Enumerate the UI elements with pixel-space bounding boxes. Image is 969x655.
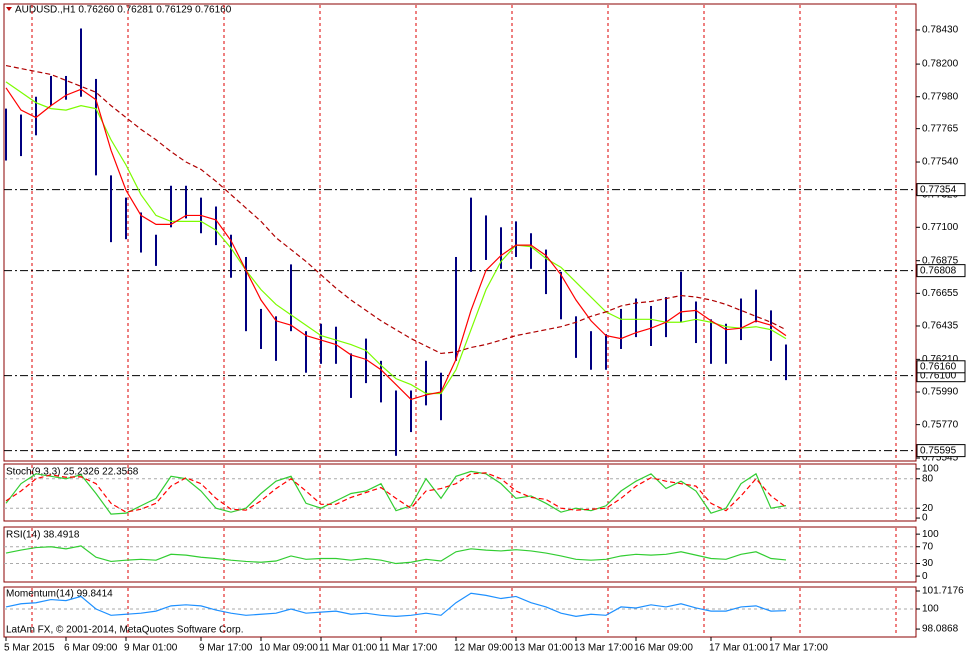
- last-price-box: [916, 360, 966, 374]
- last-price-label: 0.76160: [920, 361, 957, 372]
- x-tick-label: 10 Mar 09:00: [259, 643, 318, 654]
- series-line: [5, 545, 787, 565]
- x-tick-label: 17 Mar 17:00: [769, 643, 828, 654]
- x-tick-label: 11 Mar 17:00: [379, 643, 438, 654]
- y-tick-label: 0.76655: [922, 288, 959, 299]
- series-line: [5, 64, 787, 355]
- series-line: [5, 472, 787, 513]
- level-box: [916, 264, 966, 278]
- y-tick-label: 0.76210: [922, 354, 959, 365]
- y-tick-label: 0.75770: [922, 419, 959, 430]
- y-tick-label: 70: [922, 541, 934, 552]
- momentum-panel: [3, 586, 917, 638]
- x-tick-label: 9 Mar 17:00: [199, 643, 253, 654]
- stoch-panel: [3, 463, 917, 522]
- y-tick-label: 30: [922, 558, 934, 569]
- y-tick-label: 0: [922, 571, 928, 582]
- y-tick-label: 0.78430: [922, 25, 959, 36]
- y-tick-label: 100: [922, 464, 939, 475]
- y-tick-label: 0.77540: [922, 157, 959, 168]
- level-label: 0.76100: [920, 370, 957, 381]
- x-tick-label: 5 Mar 2015: [4, 643, 55, 654]
- y-tick-label: 101.7176: [922, 586, 964, 597]
- level-box: [916, 183, 966, 197]
- y-tick-label: 0: [922, 513, 928, 524]
- y-tick-label: 0.77100: [922, 222, 959, 233]
- chart-title: AUDUSD.,H1 0.76260 0.76281 0.76129 0.761…: [15, 5, 232, 16]
- y-tick-label: 0.76435: [922, 321, 959, 332]
- y-tick-label: 0.77980: [922, 91, 959, 102]
- rsi-panel: [3, 526, 917, 583]
- level-label: 0.76808: [920, 265, 957, 276]
- y-tick-label: 20: [922, 503, 934, 514]
- y-tick-label: 80: [922, 473, 934, 484]
- momentum-title: Momentum(14) 99.8414: [6, 589, 113, 600]
- rsi-title: RSI(14) 38.4918: [6, 530, 80, 541]
- copyright: LatAm FX, © 2001-2014, MetaQuotes Softwa…: [6, 625, 244, 636]
- y-tick-label: 0.75545: [922, 453, 959, 464]
- series-line: [5, 592, 787, 617]
- x-tick-label: 17 Mar 01:00: [709, 643, 768, 654]
- level-label: 0.77354: [920, 184, 957, 195]
- x-tick-label: 13 Mar 01:00: [514, 643, 573, 654]
- stoch-title: Stoch(9,3,3) 25.2326 22.3568: [6, 467, 139, 478]
- y-tick-label: 100: [922, 604, 939, 615]
- x-tick-label: 12 Mar 09:00: [454, 643, 513, 654]
- y-tick-label: 0.77765: [922, 123, 959, 134]
- y-tick-label: 100: [922, 529, 939, 540]
- series-line: [5, 87, 787, 401]
- y-tick-label: 0.78200: [922, 59, 959, 70]
- y-tick-label: 98.0868: [922, 624, 959, 635]
- title-marker: [6, 7, 12, 11]
- x-tick-label: 13 Mar 17:00: [574, 643, 633, 654]
- price-panel: [3, 3, 917, 462]
- x-tick-label: 6 Mar 09:00: [64, 643, 118, 654]
- series-line: [5, 81, 787, 395]
- x-tick-label: 16 Mar 09:00: [634, 643, 693, 654]
- level-label: 0.75595: [920, 445, 957, 456]
- y-tick-label: 0.75990: [922, 387, 959, 398]
- y-tick-label: 0.76875: [922, 255, 959, 266]
- x-tick-label: 11 Mar 01:00: [319, 643, 378, 654]
- level-box: [916, 444, 966, 458]
- x-tick-label: 9 Mar 01:00: [124, 643, 178, 654]
